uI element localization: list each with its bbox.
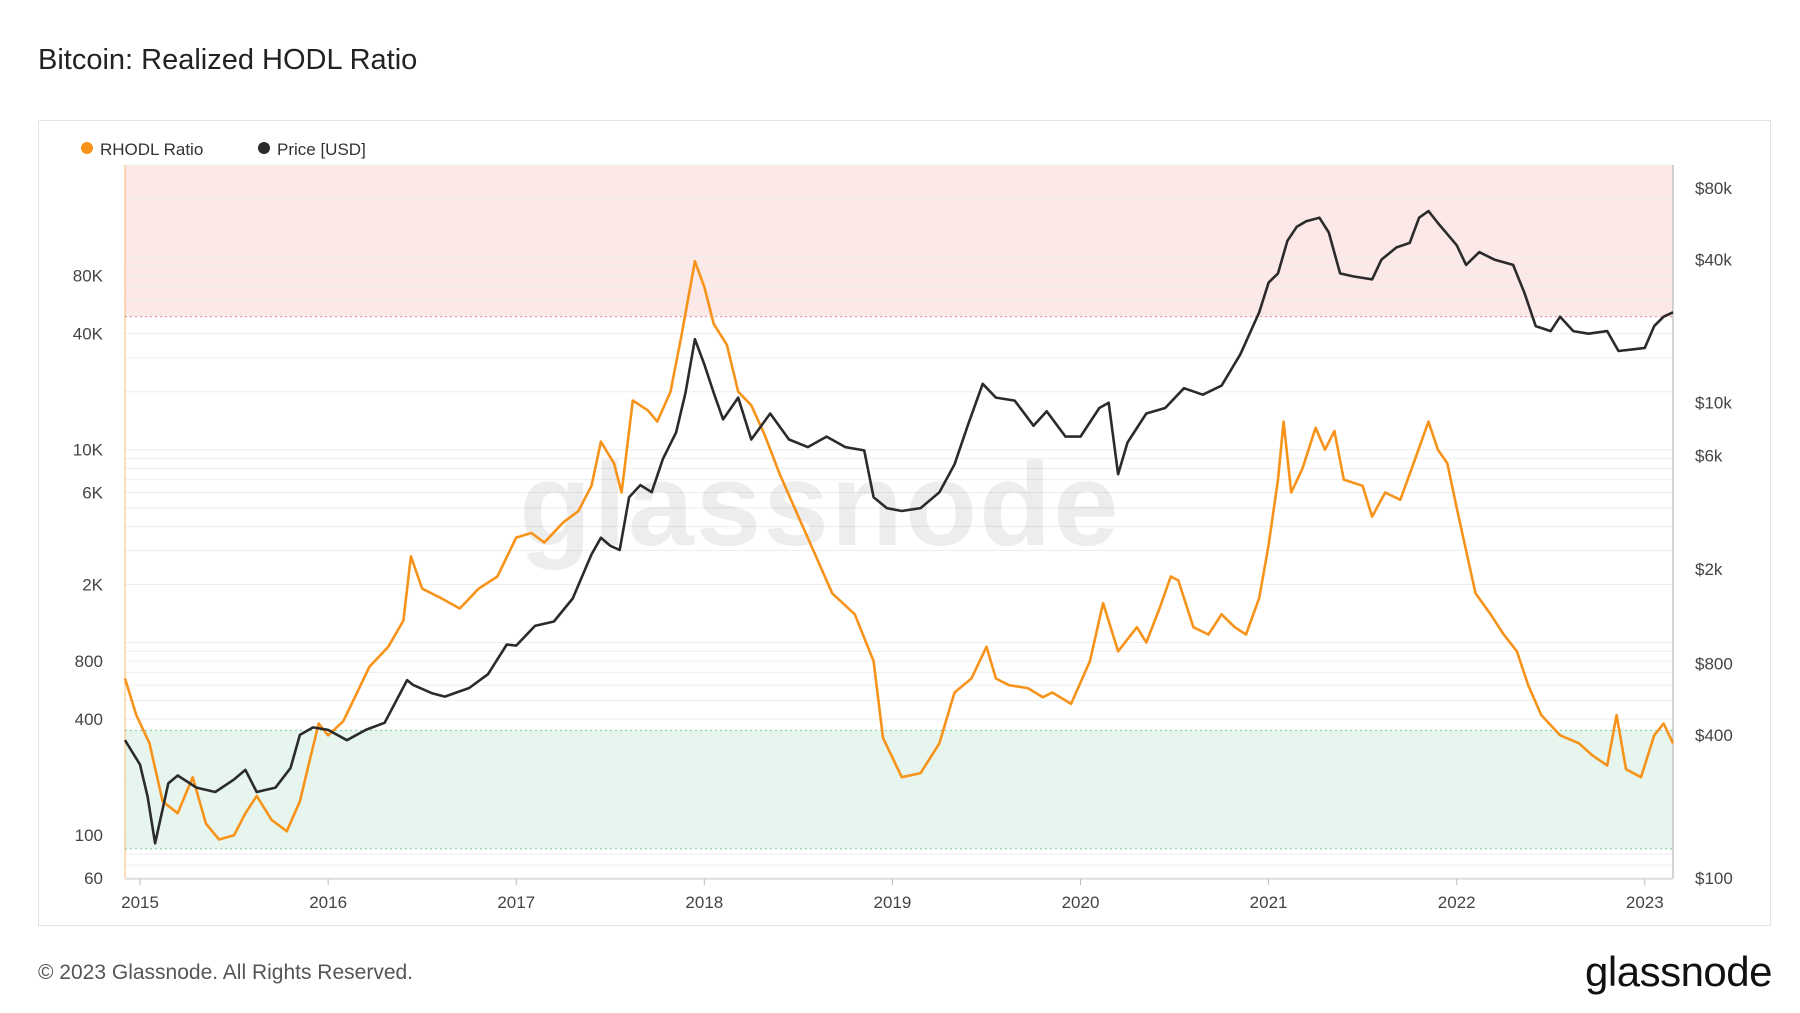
axes-layer: 2015 2016 2017 2018 2019 2020 2021 2022 2023 80K 4… <box>73 165 1733 912</box>
y-right-tick-label: $80k <box>1695 179 1732 198</box>
x-tick-label: 2021 <box>1250 893 1288 912</box>
y-left-tick-label: 2K <box>82 575 103 594</box>
y-right-tick-label: $800 <box>1695 654 1733 673</box>
grid-layer <box>125 164 1673 879</box>
y-left-tick-label: 6K <box>82 483 103 502</box>
y-right-tick-label: $400 <box>1695 726 1733 745</box>
watermark-text: glassnode <box>519 439 1121 571</box>
brand-logo[interactable]: glassnode <box>1585 948 1772 995</box>
chart-frame <box>38 120 1771 926</box>
x-tick-label: 2017 <box>497 893 535 912</box>
bands-layer <box>125 165 1673 850</box>
y-left-tick-label: 40K <box>73 325 104 344</box>
x-tick-label: 2015 <box>121 893 159 912</box>
x-tick-label: 2019 <box>874 893 912 912</box>
legend-price-label: Price [USD] <box>277 140 366 159</box>
x-tick-label: 2018 <box>685 893 723 912</box>
y-left-tick-label: 80K <box>73 267 104 286</box>
y-left-tick-label: 100 <box>75 826 103 845</box>
y-left-tick-label: 400 <box>75 710 103 729</box>
series-layer <box>123 209 1675 845</box>
copyright-footer: © 2023 Glassnode. All Rights Reserved. <box>38 961 414 984</box>
legend-rhodl-dot <box>81 142 93 154</box>
y-right-tick-label: $40k <box>1695 251 1732 270</box>
y-right-tick-label: $2k <box>1695 560 1723 579</box>
x-tick-label: 2020 <box>1062 893 1100 912</box>
x-tick-label: 2023 <box>1626 893 1664 912</box>
y-right-tick-label: $10k <box>1695 394 1732 413</box>
price-line <box>123 209 1674 845</box>
x-tick-label: 2022 <box>1438 893 1476 912</box>
legend-price-dot <box>258 142 270 154</box>
rhodl-ratio-line <box>123 260 1675 841</box>
y-right-tick-label: $100 <box>1695 869 1733 888</box>
band-bottom <box>125 730 1673 849</box>
x-tick-label: 2016 <box>309 893 347 912</box>
y-left-tick-label: 800 <box>75 652 103 671</box>
legend-rhodl-label: RHODL Ratio <box>100 140 203 159</box>
legend: RHODL Ratio Price [USD] <box>81 140 366 159</box>
y-left-tick-label: 60 <box>84 869 103 888</box>
page-title: Bitcoin: Realized HODL Ratio <box>38 44 418 76</box>
y-right-tick-label: $6k <box>1695 446 1723 465</box>
band-top <box>125 165 1673 317</box>
y-left-tick-label: 10K <box>73 441 104 460</box>
